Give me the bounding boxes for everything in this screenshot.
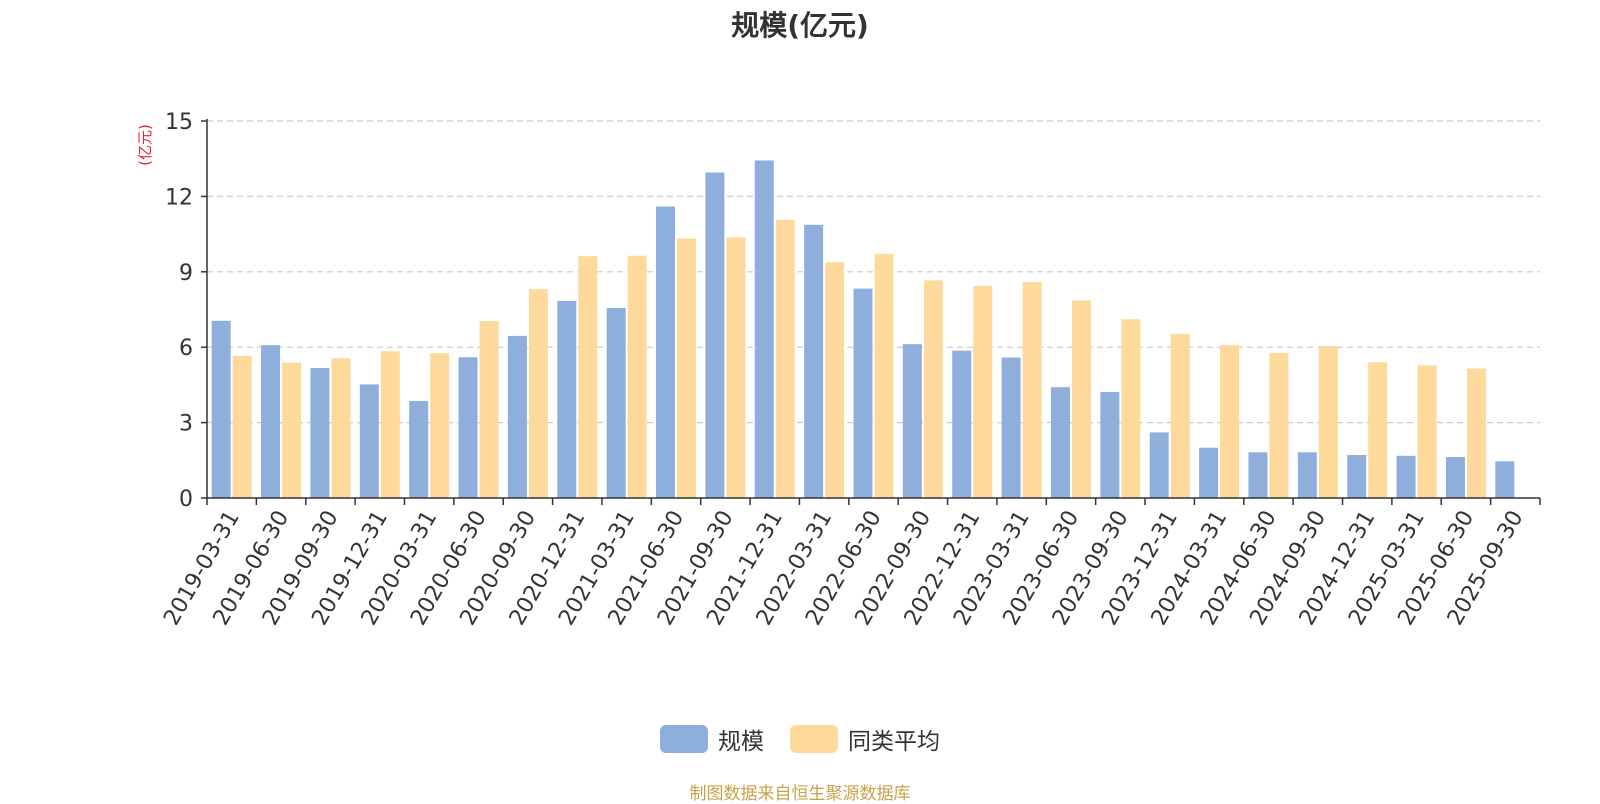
bar-scale[interactable] [1495, 461, 1515, 498]
bar-scale[interactable] [1001, 357, 1021, 498]
bar-peer-average[interactable] [1466, 368, 1486, 498]
bar-scale[interactable] [1199, 447, 1219, 498]
bar-peer-average[interactable] [528, 289, 548, 498]
bar-scale[interactable] [1050, 387, 1070, 498]
bar-peer-average[interactable] [677, 238, 697, 498]
bar-peer-average[interactable] [1170, 333, 1190, 498]
bar-peer-average[interactable] [479, 321, 499, 498]
bar-peer-average[interactable] [282, 362, 302, 498]
legend-label-peer-average: 同类平均 [848, 729, 940, 755]
grid-lines [207, 120, 1540, 424]
bar-scale[interactable] [310, 368, 330, 498]
bar-peer-average[interactable] [775, 219, 795, 499]
bar-scale[interactable] [902, 344, 922, 498]
legend-label-scale: 规模 [718, 729, 764, 755]
bar-peer-average[interactable] [923, 280, 943, 498]
bar-peer-average[interactable] [726, 237, 746, 498]
bar-peer-average[interactable] [380, 351, 400, 498]
bar-peer-average[interactable] [430, 353, 450, 498]
bar-scale[interactable] [507, 335, 527, 498]
bar-peer-average[interactable] [1022, 281, 1042, 498]
bar-peer-average[interactable] [1417, 365, 1437, 498]
bar-scale[interactable] [656, 206, 676, 498]
bar-scale[interactable] [557, 300, 577, 498]
bar-peer-average[interactable] [1318, 345, 1338, 498]
bar-scale[interactable] [1100, 391, 1120, 498]
bar-peer-average[interactable] [627, 255, 647, 498]
bar-peer-average[interactable] [1220, 345, 1240, 498]
bar-scale[interactable] [1248, 452, 1268, 498]
legend-item-scale[interactable]: 规模 [660, 722, 764, 756]
bar-scale[interactable] [804, 224, 824, 498]
bar-peer-average[interactable] [578, 256, 598, 498]
bar-peer-average[interactable] [1368, 362, 1388, 498]
bar-peer-average[interactable] [1121, 319, 1141, 498]
bar-scale[interactable] [1347, 455, 1367, 498]
y-tick-label: 6 [179, 336, 193, 361]
legend-item-peer-average[interactable]: 同类平均 [790, 722, 940, 756]
bar-scale[interactable] [1396, 455, 1416, 498]
y-tick-label: 12 [165, 185, 193, 210]
y-tick-label: 9 [179, 261, 193, 286]
bar-scale[interactable] [409, 400, 429, 498]
y-tick-label: 3 [179, 412, 193, 437]
bar-scale[interactable] [705, 172, 725, 499]
bar-scale[interactable] [1149, 432, 1169, 498]
bar-peer-average[interactable] [973, 285, 993, 498]
bar-peer-average[interactable] [232, 355, 252, 498]
legend-swatch-peer-average [790, 725, 838, 753]
bar-scale[interactable] [458, 357, 478, 498]
bar-scale[interactable] [853, 288, 873, 498]
bar-peer-average[interactable] [1071, 300, 1091, 498]
bar-scale[interactable] [359, 384, 379, 498]
data-source-note: 制图数据来自恒生聚源数据库 [689, 784, 911, 804]
bar-scale[interactable] [754, 160, 774, 498]
bar-scale[interactable] [1297, 452, 1317, 498]
chart-title: 规模(亿元) [731, 9, 869, 42]
bar-peer-average[interactable] [331, 358, 351, 498]
bar-peer-average[interactable] [825, 262, 845, 498]
legend-swatch-scale [660, 725, 708, 753]
bar-peer-average[interactable] [874, 253, 894, 498]
bar-scale[interactable] [261, 345, 281, 498]
bars [211, 160, 1515, 499]
bar-scale[interactable] [1445, 457, 1465, 498]
bar-scale[interactable] [211, 320, 231, 498]
bar-scale[interactable] [952, 350, 972, 498]
y-tick-label: 15 [165, 110, 193, 135]
bar-scale[interactable] [606, 307, 626, 498]
legend: 规模 同类平均 [0, 722, 1600, 756]
y-axis-label: (亿元) [136, 124, 154, 166]
y-tick-label: 0 [179, 487, 193, 512]
bar-peer-average[interactable] [1269, 352, 1289, 498]
